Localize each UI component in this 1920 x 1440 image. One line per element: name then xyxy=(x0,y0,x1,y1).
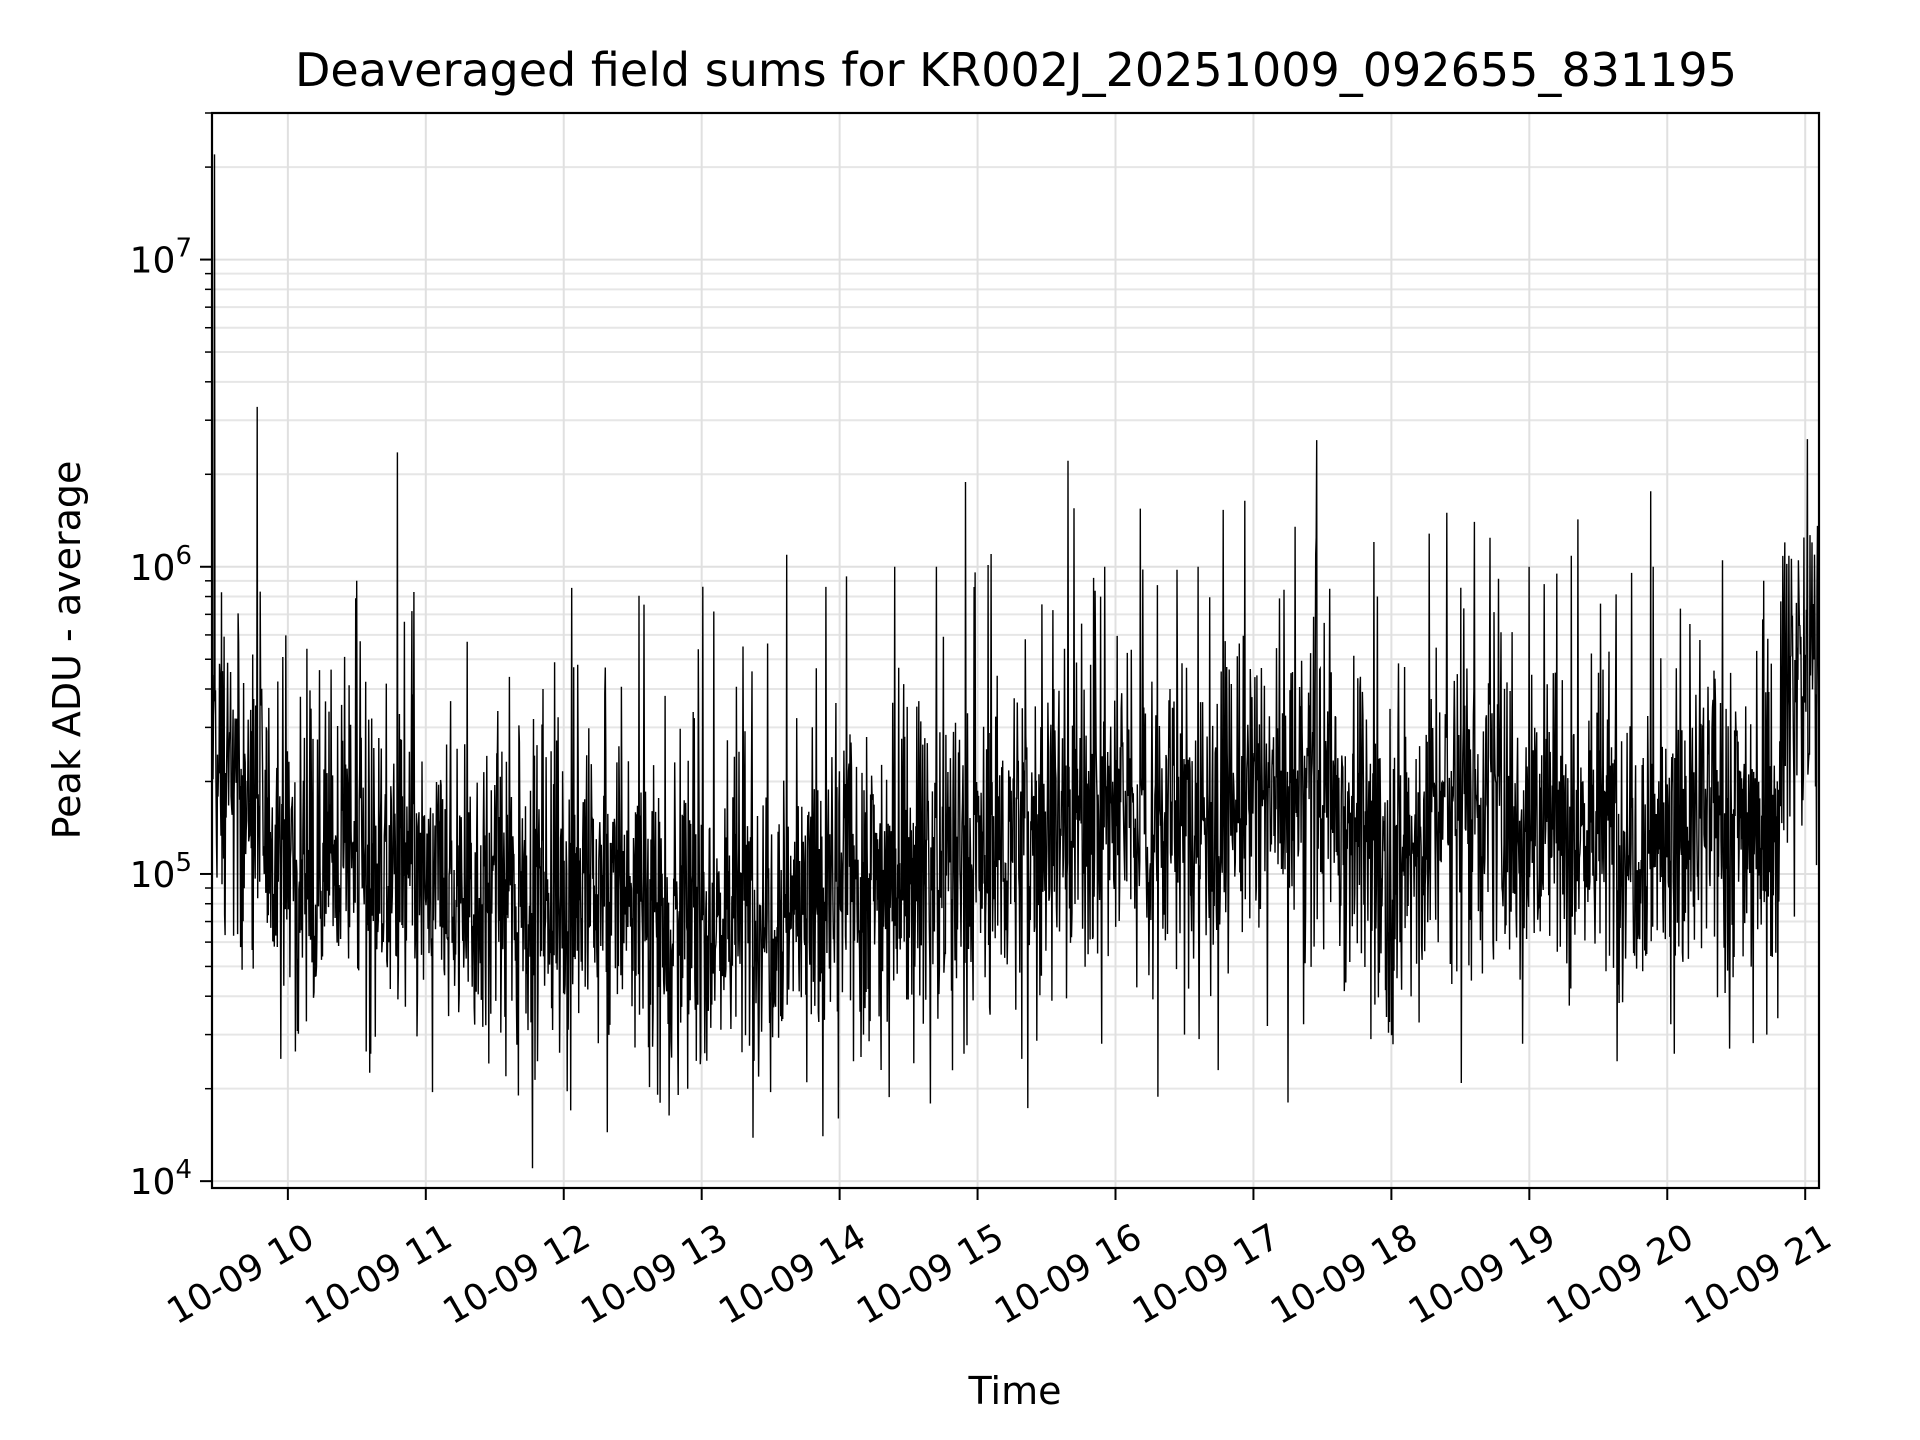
y-axis-label: Peak ADU - average xyxy=(45,461,89,840)
y-tick-label: 106 xyxy=(130,541,192,589)
y-tick-label: 104 xyxy=(130,1155,192,1203)
y-tick-label: 105 xyxy=(130,848,192,896)
x-axis-label: Time xyxy=(968,1369,1062,1413)
y-axis: 104 105 106 107 xyxy=(130,112,212,1203)
chart-title: Deaveraged field sums for KR002J_2025100… xyxy=(295,43,1737,97)
series-layer xyxy=(211,154,1820,1169)
series-line xyxy=(211,154,1820,1169)
y-tick-label: 107 xyxy=(130,234,192,282)
plot-frame xyxy=(210,111,1821,1190)
